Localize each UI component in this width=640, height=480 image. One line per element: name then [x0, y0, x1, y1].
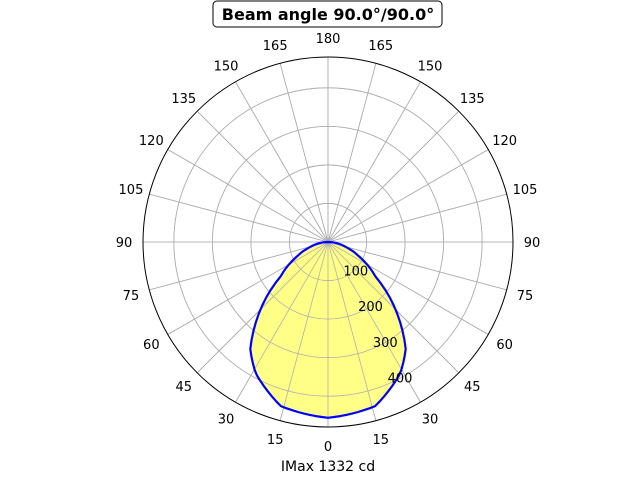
x-axis-label: IMax 1332 cd	[281, 459, 375, 475]
radial-tick-label: 300	[373, 336, 398, 351]
angle-tick-label: 90	[116, 236, 133, 251]
grid-spoke-overlay	[327, 81, 421, 243]
angle-tick-label: 120	[492, 134, 517, 149]
radial-tick-labels: 100 200 300 400	[343, 265, 412, 387]
grid-ring-overlay	[250, 164, 406, 320]
angle-tick-label: 150	[214, 59, 239, 74]
angle-tick-label: 135	[171, 92, 196, 107]
grid-spoke-overlay	[196, 110, 329, 243]
angle-tick-label: 165	[263, 39, 288, 54]
grid-spoke-overlay	[167, 149, 329, 243]
intensity-curve	[249, 240, 407, 419]
grid-spoke-overlay	[327, 149, 489, 243]
intensity-curve-group	[142, 56, 514, 428]
angle-tick-label: 60	[143, 338, 160, 353]
radial-tick-label: 200	[358, 300, 383, 315]
radial-tick-label: 400	[388, 371, 413, 386]
outer-frame	[142, 56, 514, 428]
grid-spoke-overlay	[235, 81, 329, 243]
angle-tick-label: 120	[139, 134, 164, 149]
grid-spoke-overlay	[327, 110, 460, 243]
angle-tick-label: 105	[513, 183, 538, 198]
angle-tick-label: 0	[324, 440, 332, 455]
radial-tick-label: 100	[343, 265, 368, 280]
title-box: Beam angle 90.0°/90.0°	[212, 0, 443, 28]
angle-tick-label: 75	[123, 289, 140, 304]
angle-tick-label: 15	[267, 433, 284, 448]
angle-tick-label: 45	[464, 380, 481, 395]
angle-tick-label: 105	[119, 183, 144, 198]
grid-ring-overlay	[173, 87, 483, 397]
angle-tick-labels: 0 15 15 30 30 45 45 60 60 75 75 90 90 105 105 120 120 135…	[116, 32, 541, 455]
angle-tick-label: 30	[422, 413, 439, 428]
chart-title: Beam angle 90.0°/90.0°	[222, 5, 434, 24]
angle-tick-label: 60	[496, 338, 513, 353]
angle-tick-label: 90	[524, 236, 541, 251]
grid-ring-overlay	[289, 203, 367, 281]
angle-tick-label: 135	[460, 92, 485, 107]
angle-tick-label: 30	[218, 413, 235, 428]
angle-tick-label: 165	[368, 39, 393, 54]
angle-tick-label: 75	[517, 289, 534, 304]
grid-ring-overlay	[211, 125, 445, 359]
angle-tick-label: 45	[175, 380, 192, 395]
angle-tick-label: 180	[316, 32, 341, 47]
angle-tick-label: 150	[418, 59, 443, 74]
angle-tick-label: 15	[373, 433, 390, 448]
